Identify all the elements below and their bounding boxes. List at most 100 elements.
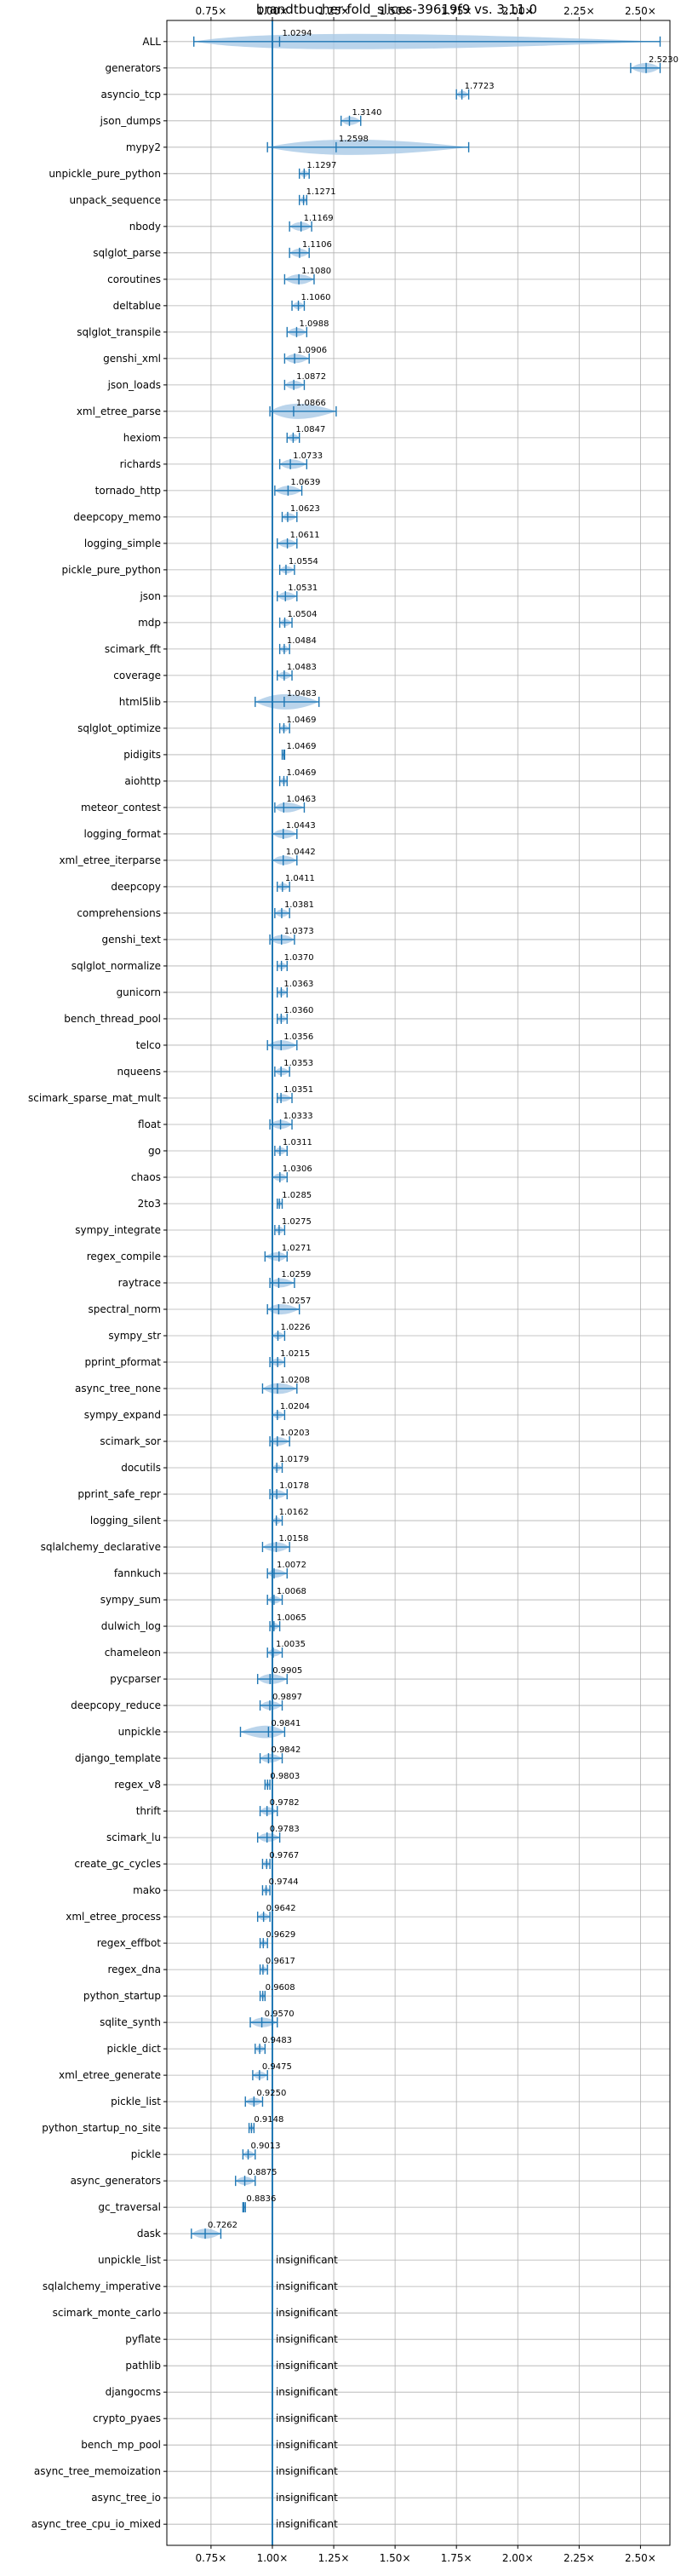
y-tick-label: sqlalchemy_declarative xyxy=(41,1541,161,1553)
x-tick-label-top: 2.00× xyxy=(502,5,534,17)
x-tick-label-top: 2.25× xyxy=(564,5,595,17)
mean-label: 1.0306 xyxy=(283,1164,312,1174)
y-tick-label: python_startup xyxy=(83,1990,161,2002)
y-tick-label: logging_simple xyxy=(84,538,161,549)
insignificant-label: insignificant xyxy=(276,2307,338,2319)
y-tick-label: html5lib xyxy=(119,696,161,708)
mean-label: 0.9767 xyxy=(269,1851,299,1860)
y-tick-label: async_tree_cpu_io_mixed xyxy=(31,2518,161,2530)
y-tick-label: async_tree_none xyxy=(75,1383,161,1394)
y-tick-label: aiohttp xyxy=(124,775,161,787)
x-tick-label-bottom: 1.00× xyxy=(257,2552,289,2564)
y-tick-label: raytrace xyxy=(118,1277,161,1289)
mean-label: 1.0294 xyxy=(282,29,312,38)
mean-label: 0.9617 xyxy=(266,1957,295,1966)
y-tick-label: unpickle_pure_python xyxy=(49,168,161,180)
y-tick-label: create_gc_cycles xyxy=(74,1858,161,1870)
y-tick-label: sqlglot_normalize xyxy=(72,960,161,972)
mean-label: 1.0847 xyxy=(295,425,325,434)
mean-label: 1.0381 xyxy=(284,900,314,910)
y-tick-label: pickle_dict xyxy=(107,2043,162,2055)
y-tick-label: unpickle xyxy=(118,1726,161,1738)
mean-label: 1.0257 xyxy=(281,1297,311,1306)
y-tick-label: unpack_sequence xyxy=(69,194,161,206)
y-tick-label: tornado_http xyxy=(95,485,161,497)
y-tick-label: mypy2 xyxy=(126,141,161,153)
y-tick-label: chameleon xyxy=(105,1647,161,1659)
x-tick-label-bottom: 1.50× xyxy=(380,2552,411,2564)
y-tick-label: coroutines xyxy=(107,273,161,285)
mean-label: 1.0035 xyxy=(276,1640,306,1649)
insignificant-label: insignificant xyxy=(276,2518,338,2530)
x-tick-label-top: 0.75× xyxy=(196,5,227,17)
y-tick-label: bench_thread_pool xyxy=(64,1013,161,1025)
y-tick-label: sqlalchemy_imperative xyxy=(43,2280,161,2292)
mean-label: 1.0442 xyxy=(286,848,316,857)
x-tick-label-top: 1.25× xyxy=(318,5,350,17)
mean-label: 1.0373 xyxy=(284,927,314,936)
mean-label: 1.0531 xyxy=(288,584,318,593)
mean-label: 1.0068 xyxy=(277,1587,306,1596)
y-tick-label: scimark_lu xyxy=(106,1831,161,1843)
mean-label: 0.9570 xyxy=(265,2010,295,2019)
mean-label: 0.9842 xyxy=(271,1745,300,1755)
mean-label: 1.0360 xyxy=(283,1006,313,1015)
x-tick-label-bottom: 2.50× xyxy=(625,2552,656,2564)
y-tick-label: generators xyxy=(105,62,161,74)
mean-label: 1.0353 xyxy=(283,1059,313,1068)
y-tick-label: regex_compile xyxy=(87,1251,161,1262)
y-tick-label: regex_v8 xyxy=(114,1779,161,1791)
mean-label: 1.1060 xyxy=(301,293,331,302)
mean-label: 1.0611 xyxy=(290,531,320,540)
mean-label: 1.0469 xyxy=(286,716,316,725)
mean-label: 1.0356 xyxy=(283,1032,313,1042)
mean-label: 1.0363 xyxy=(283,980,313,989)
y-tick-label: sqlglot_transpile xyxy=(77,326,161,338)
y-tick-label: scimark_sparse_mat_mult xyxy=(28,1092,161,1104)
y-tick-label: thrift xyxy=(136,1805,162,1817)
mean-label: 1.1106 xyxy=(302,240,332,250)
y-tick-label: ALL xyxy=(142,36,161,48)
y-tick-label: scimark_monte_carlo xyxy=(53,2307,161,2319)
chart-title: brandtbucher-fold_slices-39619f9 vs. 3.1… xyxy=(256,2,537,18)
mean-label: 0.9475 xyxy=(262,2062,292,2072)
y-tick-label: logging_silent xyxy=(90,1515,161,1527)
y-tick-label: pickle_pure_python xyxy=(62,564,161,576)
y-tick-label: pprint_pformat xyxy=(85,1356,162,1368)
mean-label: 1.0469 xyxy=(286,768,316,778)
y-tick-label: djangocms xyxy=(106,2386,161,2398)
mean-label: 1.0463 xyxy=(286,795,316,804)
y-tick-label: json_dumps xyxy=(100,115,161,127)
y-tick-label: docutils xyxy=(121,1462,161,1474)
y-tick-label: crypto_pyaes xyxy=(93,2412,161,2424)
mean-label: 0.9744 xyxy=(269,1877,299,1887)
insignificant-label: insignificant xyxy=(276,2280,338,2292)
mean-label: 1.1271 xyxy=(306,187,336,197)
insignificant-label: insignificant xyxy=(276,2439,338,2451)
y-tick-label: asyncio_tcp xyxy=(100,89,161,101)
mean-label: 1.0178 xyxy=(279,1481,309,1491)
x-tick-label-top: 1.00× xyxy=(257,5,289,17)
mean-label: 1.0906 xyxy=(297,346,327,355)
mean-label: 1.0204 xyxy=(280,1402,310,1412)
mean-label: 0.9148 xyxy=(254,2115,283,2125)
y-tick-label: float xyxy=(138,1118,161,1130)
mean-label: 2.5230 xyxy=(649,55,678,65)
insignificant-label: insignificant xyxy=(276,2412,338,2424)
y-tick-label: sqlglot_parse xyxy=(93,247,161,259)
y-tick-label: sympy_integrate xyxy=(75,1224,161,1236)
mean-label: 1.0285 xyxy=(282,1191,312,1200)
y-tick-label: sqlglot_optimize xyxy=(77,722,161,734)
mean-label: 1.0866 xyxy=(296,399,326,408)
mean-label: 1.0275 xyxy=(282,1217,312,1227)
y-tick-label: regex_dna xyxy=(107,1964,161,1975)
y-tick-label: richards xyxy=(120,458,161,470)
y-tick-label: sympy_str xyxy=(108,1330,161,1342)
y-tick-label: deltablue xyxy=(113,300,161,312)
mean-label: 1.0483 xyxy=(287,663,317,672)
mean-label: 1.0484 xyxy=(287,636,317,646)
mean-label: 1.0988 xyxy=(299,319,329,329)
mean-label: 1.7723 xyxy=(465,82,495,91)
